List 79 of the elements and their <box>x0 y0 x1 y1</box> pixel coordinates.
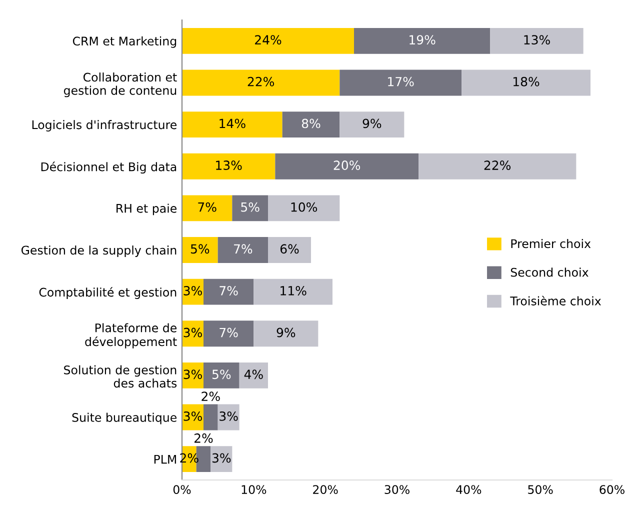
bar <box>182 70 340 96</box>
data-label: 6% <box>280 244 299 254</box>
bar <box>182 153 276 180</box>
bar <box>282 112 340 138</box>
y-tick-label: Plateforme de développement <box>85 323 177 348</box>
bar <box>204 278 254 305</box>
data-label: 17% <box>388 76 414 86</box>
bar <box>182 195 232 222</box>
legend-label: Premier choix <box>511 238 591 248</box>
data-label: 3% <box>220 411 238 421</box>
bar <box>204 362 240 388</box>
y-tick-label: Suite bureautique <box>72 412 177 424</box>
data-label: 9% <box>362 118 382 128</box>
x-tick-label: 20% <box>313 485 338 494</box>
bar <box>210 446 232 472</box>
data-label: 3% <box>212 453 231 463</box>
data-label: 9% <box>276 328 296 338</box>
x-tick-label: 50% <box>528 485 553 494</box>
x-tick-label: 30% <box>384 485 410 494</box>
bar <box>340 112 404 138</box>
data-label: 22% <box>484 160 511 170</box>
bar <box>239 362 268 388</box>
data-label: 5% <box>241 202 260 212</box>
data-label: 13% <box>524 35 550 45</box>
data-label: 3% <box>184 328 202 338</box>
legend-label: Second choix <box>510 268 588 277</box>
y-tick-label: Comptabilité et gestion <box>39 287 176 299</box>
data-label: 18% <box>513 76 540 86</box>
data-label: 5% <box>212 370 231 380</box>
data-label: 22% <box>248 76 274 86</box>
data-label: 3% <box>184 370 202 380</box>
x-tick-label: 0% <box>173 485 191 494</box>
y-tick-label: RH et paie <box>116 204 177 216</box>
bar <box>182 112 282 138</box>
bar <box>182 28 354 54</box>
data-label: 24% <box>255 35 282 45</box>
y-tick-label: PLM <box>154 454 176 464</box>
bar <box>218 237 268 263</box>
bar <box>268 195 340 222</box>
legend-label: Troisième choix <box>510 296 601 306</box>
data-label: 4% <box>244 370 263 380</box>
y-tick-label: CRM et Marketing <box>72 36 176 48</box>
bar <box>340 70 462 96</box>
data-label: 3% <box>184 286 202 296</box>
y-tick-label: Solution de gestion des achats <box>64 365 177 388</box>
bar <box>232 195 268 222</box>
bar <box>182 237 218 263</box>
data-label: 14% <box>220 118 246 128</box>
y-tick-label: Logiciels d'infrastructure <box>32 120 177 132</box>
bar <box>275 153 418 180</box>
bar <box>418 153 576 180</box>
x-tick-label: 40% <box>456 485 482 494</box>
data-label: 10% <box>291 202 318 212</box>
bar <box>254 278 332 305</box>
x-tick-label: 10% <box>242 485 266 494</box>
data-label: 19% <box>410 35 436 45</box>
y-tick-label: Collaboration et gestion de contenu <box>64 72 177 98</box>
bar <box>204 404 218 430</box>
data-label: 5% <box>190 244 210 254</box>
data-label: 20% <box>334 160 360 170</box>
y-tick-label: Décisionnel et Big data <box>41 162 176 174</box>
bar <box>462 70 590 96</box>
data-label: 13% <box>216 160 242 170</box>
data-label: 7% <box>198 202 216 212</box>
data-label: 7% <box>234 244 252 254</box>
y-tick-label: Gestion de la supply chain <box>21 246 176 257</box>
bar <box>204 320 254 347</box>
bar <box>354 28 490 54</box>
data-label: 11% <box>280 286 306 296</box>
data-label: 7% <box>220 286 238 296</box>
data-label: 8% <box>302 118 320 128</box>
data-label: 7% <box>220 328 238 338</box>
data-label: 2% <box>194 433 213 443</box>
x-tick-label: 60% <box>600 485 624 494</box>
bar <box>490 28 584 54</box>
bar <box>268 237 311 263</box>
bar <box>254 320 318 347</box>
data-label: 2% <box>202 392 220 402</box>
data-label: 3% <box>184 411 202 421</box>
